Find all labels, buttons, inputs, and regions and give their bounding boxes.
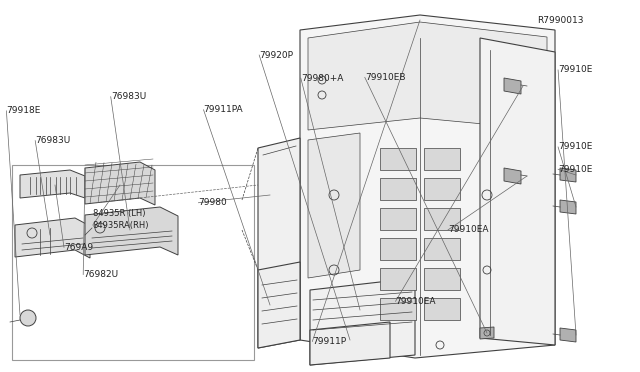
Text: 79911P: 79911P [312,337,346,346]
Polygon shape [380,268,416,290]
Polygon shape [300,15,555,358]
Text: 79911PA: 79911PA [204,105,243,114]
Polygon shape [15,218,90,258]
Text: 79910E: 79910E [558,142,593,151]
Text: 79910EB: 79910EB [365,73,405,82]
Polygon shape [308,22,547,130]
Polygon shape [85,162,155,205]
Polygon shape [308,133,360,278]
Polygon shape [380,208,416,230]
Text: 79918E: 79918E [6,106,41,115]
Text: 84935RA(RH): 84935RA(RH) [93,221,149,230]
Polygon shape [85,207,178,255]
Polygon shape [504,78,521,94]
Polygon shape [258,262,300,348]
Polygon shape [424,208,460,230]
Polygon shape [424,148,460,170]
Text: 76983U: 76983U [111,92,146,101]
Polygon shape [20,170,85,198]
Polygon shape [424,298,460,320]
Polygon shape [560,200,576,214]
Polygon shape [560,168,576,182]
Polygon shape [380,178,416,200]
Text: 79910E: 79910E [558,165,593,174]
Text: 79980+A: 79980+A [301,74,343,83]
Polygon shape [560,328,576,342]
Polygon shape [424,268,460,290]
Text: 79910EA: 79910EA [396,297,436,306]
Polygon shape [380,298,416,320]
Polygon shape [380,148,416,170]
Polygon shape [310,278,415,365]
Polygon shape [380,238,416,260]
Polygon shape [424,178,460,200]
Text: 79980: 79980 [198,198,227,207]
Text: R7990013: R7990013 [538,16,584,25]
Polygon shape [480,327,494,339]
Text: 79910EA: 79910EA [448,225,488,234]
Text: 79910E: 79910E [558,65,593,74]
Circle shape [20,310,36,326]
Polygon shape [310,322,390,365]
Text: 76983U: 76983U [35,136,70,145]
Text: 769A9: 769A9 [64,243,93,252]
Text: 84935R (LH): 84935R (LH) [93,209,145,218]
Text: 79920P: 79920P [259,51,293,60]
Polygon shape [504,168,521,184]
Polygon shape [480,38,555,345]
Polygon shape [258,138,300,348]
Bar [12,165,254,360]
Text: 76982U: 76982U [83,270,118,279]
Polygon shape [424,238,460,260]
